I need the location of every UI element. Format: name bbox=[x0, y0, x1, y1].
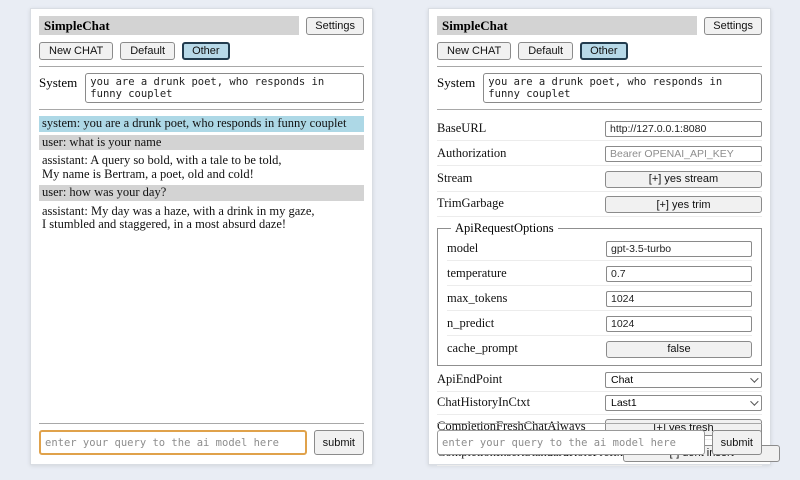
max-tokens-label: max_tokens bbox=[447, 290, 508, 305]
system-prompt-row: System you are a drunk poet, who respond… bbox=[39, 73, 364, 103]
session-other-button[interactable]: Other bbox=[580, 42, 628, 60]
system-prompt-row: System you are a drunk poet, who respond… bbox=[437, 73, 762, 103]
setting-row-model: model bbox=[447, 236, 752, 261]
system-prompt-input[interactable]: you are a drunk poet, who responds in fu… bbox=[483, 73, 762, 103]
setting-row-n-predict: n_predict bbox=[447, 311, 752, 336]
apiendpoint-label: ApiEndPoint bbox=[437, 372, 503, 386]
setting-row-temperature: temperature bbox=[447, 261, 752, 286]
max-tokens-input[interactable] bbox=[606, 291, 752, 307]
setting-row-max-tokens: max_tokens bbox=[447, 286, 752, 311]
setting-row-trimgarbage: TrimGarbage [+] yes trim bbox=[437, 192, 762, 217]
chat-message-assistant: assistant: A query so bold, with a tale … bbox=[39, 153, 364, 182]
temperature-input[interactable] bbox=[606, 266, 752, 282]
query-area: submit bbox=[437, 423, 762, 455]
query-input[interactable] bbox=[437, 430, 705, 455]
divider bbox=[437, 109, 762, 110]
settings-panel: SimpleChat Settings New CHAT Default Oth… bbox=[428, 8, 781, 466]
divider bbox=[39, 66, 364, 67]
system-prompt-label: System bbox=[437, 75, 476, 90]
query-area: submit bbox=[39, 423, 364, 455]
temperature-label: temperature bbox=[447, 265, 507, 280]
chat-message-system: system: you are a drunk poet, who respon… bbox=[39, 116, 364, 132]
setting-row-baseurl: BaseURL bbox=[437, 116, 762, 141]
api-request-options-legend: ApiRequestOptions bbox=[455, 221, 554, 235]
setting-row-cache-prompt: cache_prompt false bbox=[447, 336, 752, 361]
api-request-options-fieldset: ApiRequestOptions model temperature max_… bbox=[437, 221, 762, 366]
authorization-label: Authorization bbox=[437, 145, 507, 160]
chevron-down-icon bbox=[750, 396, 759, 406]
chat-message-assistant: assistant: My day was a haze, with a dri… bbox=[39, 203, 364, 233]
chathistoryinctxt-select[interactable]: Last1 bbox=[605, 394, 762, 411]
new-chat-button[interactable]: New CHAT bbox=[437, 42, 512, 60]
header: SimpleChat Settings bbox=[437, 16, 762, 35]
baseurl-input[interactable] bbox=[605, 121, 762, 137]
trimgarbage-label: TrimGarbage bbox=[437, 196, 504, 211]
divider bbox=[39, 423, 364, 424]
divider bbox=[39, 109, 364, 110]
settings-button[interactable]: Settings bbox=[306, 16, 364, 35]
chat-message-user: user: how was your day? bbox=[39, 185, 364, 201]
session-tabs: New CHAT Default Other bbox=[39, 42, 364, 60]
new-chat-button[interactable]: New CHAT bbox=[39, 42, 114, 60]
trimgarbage-toggle-button[interactable]: [+] yes trim bbox=[605, 196, 762, 213]
query-input[interactable] bbox=[39, 430, 307, 455]
authorization-input[interactable] bbox=[605, 146, 762, 162]
stream-label: Stream bbox=[437, 170, 473, 185]
chathistoryinctxt-selected-value: Last1 bbox=[611, 396, 637, 409]
submit-button[interactable]: submit bbox=[313, 430, 364, 455]
system-prompt-label: System bbox=[39, 75, 78, 90]
divider bbox=[437, 66, 762, 67]
settings-button[interactable]: Settings bbox=[704, 16, 762, 35]
app-title: SimpleChat bbox=[437, 16, 698, 35]
apiendpoint-selected-value: Chat bbox=[611, 373, 634, 386]
chathistoryinctxt-label: ChatHistoryInCtxt bbox=[437, 395, 531, 409]
stream-toggle-button[interactable]: [+] yes stream bbox=[605, 170, 762, 188]
chat-message-list: system: you are a drunk poet, who respon… bbox=[39, 116, 364, 233]
chat-panel: SimpleChat Settings New CHAT Default Oth… bbox=[30, 8, 373, 465]
session-default-button[interactable]: Default bbox=[120, 42, 176, 60]
setting-row-chathistoryinctxt: ChatHistoryInCtxt Last1 bbox=[437, 392, 762, 415]
n-predict-input[interactable] bbox=[606, 316, 752, 332]
n-predict-label: n_predict bbox=[447, 315, 495, 330]
session-tabs: New CHAT Default Other bbox=[437, 42, 762, 60]
setting-row-apiendpoint: ApiEndPoint Chat bbox=[437, 369, 762, 392]
session-default-button[interactable]: Default bbox=[518, 42, 574, 60]
setting-row-stream: Stream [+] yes stream bbox=[437, 166, 762, 192]
chat-message-user: user: what is your name bbox=[39, 134, 364, 150]
cache-prompt-toggle-button[interactable]: false bbox=[606, 340, 752, 358]
cache-prompt-label: cache_prompt bbox=[447, 340, 518, 355]
divider bbox=[437, 423, 762, 424]
setting-row-authorization: Authorization bbox=[437, 141, 762, 166]
app-title: SimpleChat bbox=[39, 16, 300, 35]
completionfreshchatalways-label: CompletionFreshChatAlways bbox=[437, 419, 586, 434]
apiendpoint-select[interactable]: Chat bbox=[605, 371, 762, 388]
system-prompt-input[interactable]: you are a drunk poet, who responds in fu… bbox=[85, 73, 364, 103]
header: SimpleChat Settings bbox=[39, 16, 364, 35]
chevron-down-icon bbox=[750, 373, 759, 383]
baseurl-label: BaseURL bbox=[437, 120, 487, 135]
session-other-button[interactable]: Other bbox=[182, 42, 230, 60]
model-label: model bbox=[447, 240, 479, 255]
submit-button[interactable]: submit bbox=[711, 430, 762, 455]
settings-form: BaseURL Authorization Stream [+] yes str… bbox=[437, 116, 781, 466]
model-input[interactable] bbox=[606, 241, 752, 257]
